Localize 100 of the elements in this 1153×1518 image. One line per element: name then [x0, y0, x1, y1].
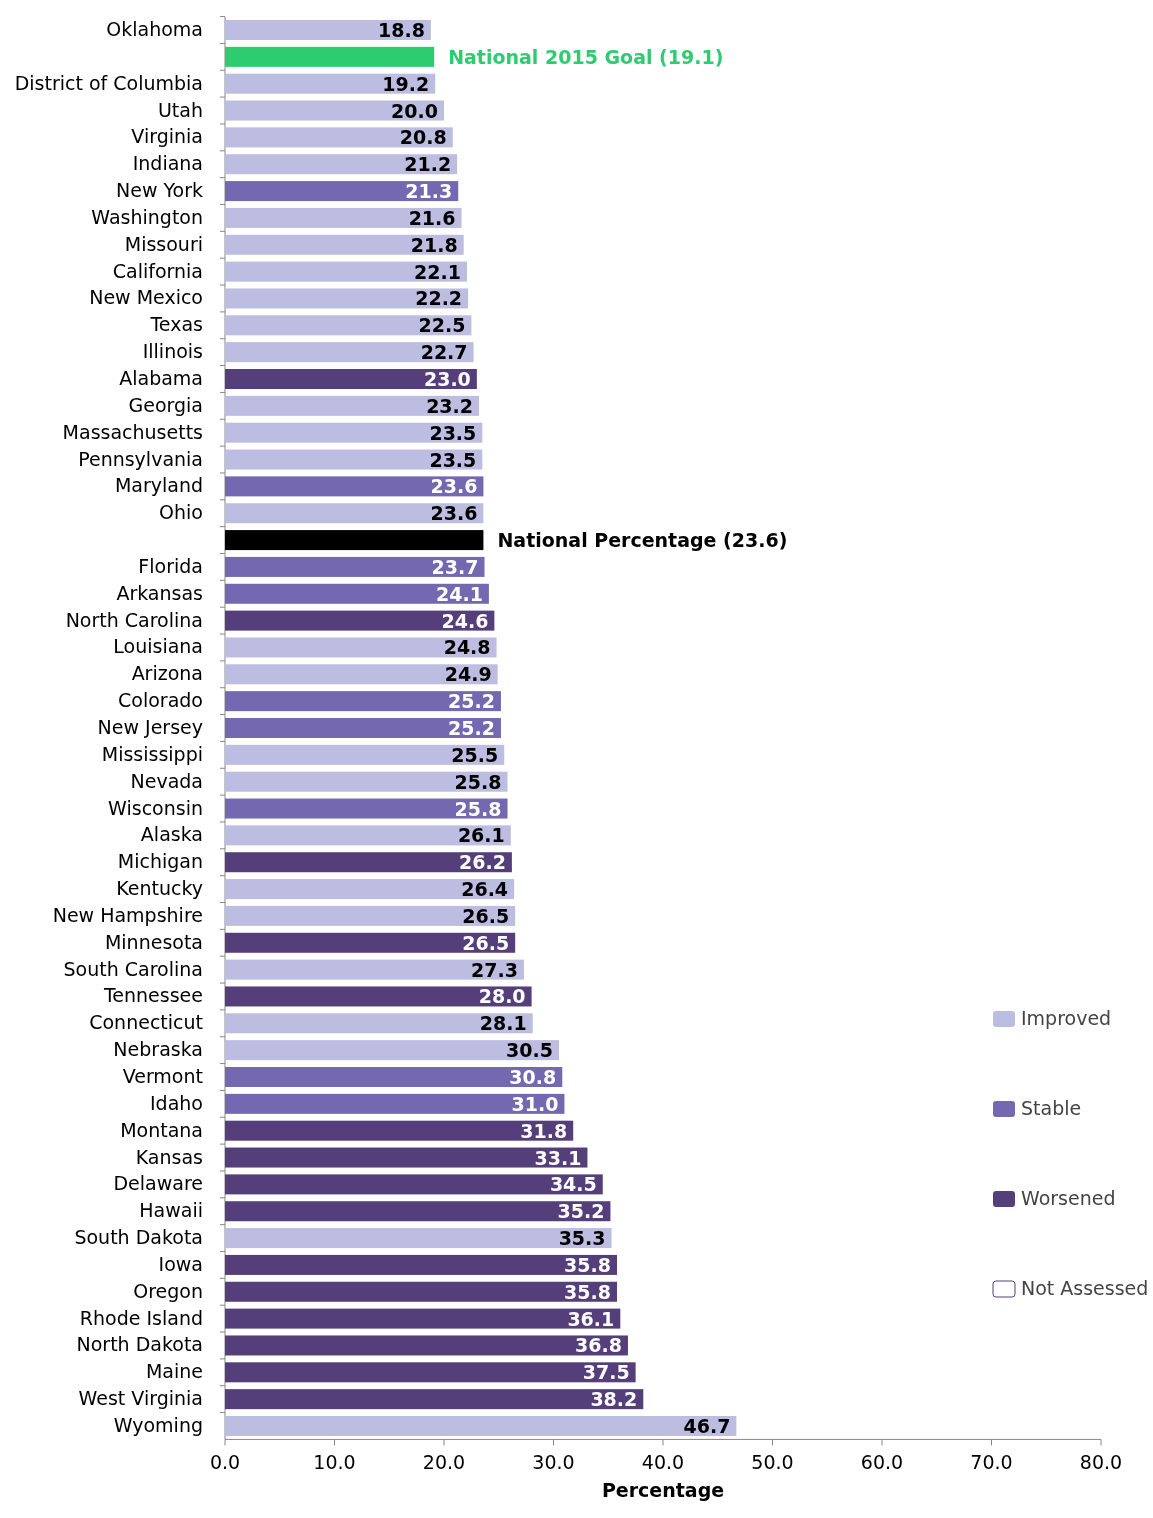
bar — [225, 1254, 618, 1275]
y-tick-label: District of Columbia — [14, 71, 203, 94]
y-tick-label: Oklahoma — [106, 18, 203, 40]
data-label: 24.8 — [443, 636, 491, 659]
data-label: 23.7 — [431, 555, 479, 578]
y-tick-label: West Virginia — [78, 1387, 203, 1410]
y-tick-label: Idaho — [150, 1091, 203, 1114]
bar — [225, 825, 511, 846]
data-label: 46.7 — [683, 1415, 731, 1437]
bar — [225, 1040, 559, 1061]
bar — [225, 905, 516, 926]
bar — [225, 20, 431, 40]
bar — [225, 530, 484, 551]
bar — [225, 1174, 603, 1195]
bar — [225, 798, 508, 819]
data-label: 20.8 — [399, 126, 447, 149]
data-label: 22.5 — [418, 314, 466, 337]
y-tick-label: Tennessee — [102, 984, 203, 1007]
x-axis-title: Percentage — [601, 1479, 725, 1502]
y-tick-label: North Carolina — [65, 608, 203, 631]
data-label: 35.3 — [558, 1227, 606, 1250]
bar — [225, 1416, 737, 1436]
bar — [225, 315, 472, 336]
bar — [225, 1308, 621, 1329]
bar — [225, 261, 467, 282]
data-label: 22.1 — [414, 260, 461, 283]
bar — [225, 1093, 565, 1114]
data-label: National Percentage (23.6) — [497, 529, 788, 552]
bar — [225, 207, 462, 228]
bar — [225, 1013, 533, 1034]
data-label: 31.0 — [511, 1092, 559, 1115]
data-label: 33.1 — [534, 1146, 582, 1169]
y-tick-label: South Dakota — [74, 1226, 203, 1249]
y-tick-label: Arizona — [131, 662, 203, 685]
y-tick-label: Illinois — [142, 340, 203, 363]
bar — [225, 100, 444, 121]
data-label: 26.1 — [457, 824, 505, 847]
y-tick-label: Colorado — [118, 689, 203, 712]
y-tick-label: New York — [115, 179, 203, 202]
data-label: 21.3 — [405, 180, 453, 203]
y-tick-label: Missouri — [124, 232, 203, 255]
data-label: 21.8 — [410, 233, 458, 256]
y-tick-label: Louisiana — [113, 635, 203, 658]
bar — [225, 691, 501, 712]
data-label: 30.5 — [506, 1039, 553, 1062]
bar — [225, 556, 485, 577]
bar — [225, 181, 459, 202]
data-label: 23.6 — [430, 502, 478, 525]
y-tick-label: Vermont — [122, 1065, 203, 1087]
y-tick-label: Delaware — [113, 1172, 203, 1195]
bar — [225, 664, 498, 685]
data-label: 25.8 — [454, 797, 502, 820]
bar — [225, 46, 435, 67]
bar — [225, 449, 483, 470]
legend-label: Stable — [1021, 1097, 1082, 1119]
bar — [225, 637, 497, 658]
bar — [225, 422, 483, 443]
bar — [225, 583, 489, 604]
y-tick-label: Michigan — [117, 850, 203, 873]
data-label: 23.6 — [430, 475, 478, 498]
data-label: 37.5 — [582, 1361, 630, 1384]
data-label: 25.8 — [454, 770, 502, 793]
data-label: 28.0 — [478, 985, 526, 1008]
y-tick-label: Iowa — [158, 1252, 203, 1275]
bar — [225, 610, 495, 631]
data-label: 23.0 — [423, 368, 471, 390]
y-tick-label: Texas — [149, 313, 203, 336]
data-label: 26.5 — [462, 904, 510, 927]
data-label: 36.8 — [575, 1334, 622, 1357]
bar — [225, 744, 505, 765]
y-tick-label: Nebraska — [113, 1038, 203, 1061]
bar — [225, 852, 512, 873]
y-tick-label: Wyoming — [113, 1414, 203, 1436]
bar — [225, 1067, 563, 1087]
y-tick-label: New Jersey — [97, 716, 203, 738]
data-label: 36.1 — [567, 1307, 615, 1330]
data-label: National 2015 Goal (19.1) — [448, 45, 724, 68]
y-tick-label: Virginia — [131, 125, 203, 148]
x-tick-label: 30.0 — [532, 1451, 575, 1474]
bar — [225, 288, 469, 309]
y-tick-label: Florida — [138, 554, 203, 577]
data-label: 26.4 — [461, 878, 509, 901]
data-label: 21.2 — [404, 153, 452, 176]
data-label: 38.2 — [590, 1388, 638, 1411]
y-tick-label: Indiana — [132, 152, 203, 175]
x-tick-label: 50.0 — [751, 1451, 794, 1474]
legend-label: Improved — [1021, 1007, 1112, 1029]
bar — [225, 959, 524, 980]
bar — [225, 1147, 588, 1168]
data-label: 35.8 — [564, 1280, 612, 1303]
bar — [225, 234, 464, 255]
bar — [225, 1201, 611, 1222]
data-label: 22.2 — [415, 287, 463, 310]
data-label: 25.2 — [448, 717, 495, 739]
data-label: 24.6 — [441, 609, 489, 632]
bar — [225, 879, 515, 900]
bar — [225, 1335, 628, 1356]
data-label: 30.8 — [509, 1066, 557, 1088]
y-tick-label: New Hampshire — [52, 903, 203, 926]
data-label: 35.2 — [557, 1200, 605, 1223]
